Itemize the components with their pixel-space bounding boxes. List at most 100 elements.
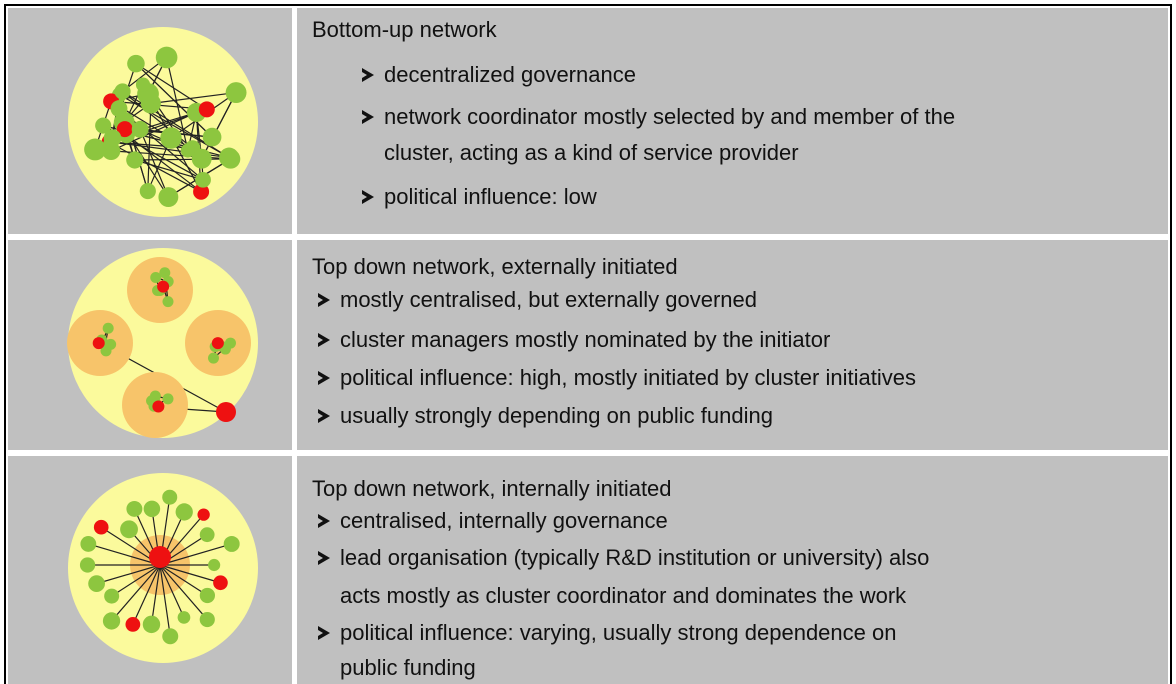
bullet-arrow [362, 68, 374, 82]
green-node [155, 46, 178, 69]
green-node [110, 100, 128, 118]
bullet-arrow [362, 190, 374, 204]
green-node [220, 149, 241, 169]
green-node [199, 587, 215, 604]
link [111, 564, 161, 622]
green-node [207, 352, 219, 364]
green-node [104, 588, 120, 604]
left-border [4, 4, 6, 684]
green-node [79, 557, 96, 573]
bullet-text: usually strongly depending on public fun… [340, 403, 773, 428]
text-cell [297, 240, 1168, 450]
red-node [213, 575, 228, 591]
bullet-arrow [318, 626, 330, 640]
link [135, 63, 213, 138]
bullet-text: mostly centralised, but externally gover… [340, 287, 757, 312]
network-area [68, 248, 258, 438]
bullet-text: political influence: low [384, 184, 597, 209]
green-node [120, 520, 138, 539]
red-node [152, 400, 165, 413]
bullet-arrow [318, 514, 330, 528]
link [139, 129, 169, 198]
green-node [84, 138, 107, 161]
bullet-text: cluster managers mostly nominated by the… [340, 327, 831, 352]
bullet-text: lead organisation (typically R&D institu… [340, 545, 930, 570]
bullet-text: network coordinator mostly selected by a… [384, 104, 956, 129]
green-node [158, 187, 179, 207]
green-node [126, 151, 144, 169]
link [159, 564, 208, 620]
red-node [157, 280, 170, 293]
green-node [159, 267, 171, 279]
link [201, 92, 237, 159]
red-node [116, 121, 133, 138]
green-node [139, 182, 156, 200]
bullet-arrow [318, 409, 330, 423]
bullet-arrow [362, 110, 374, 124]
green-node [102, 612, 121, 630]
green-node [162, 489, 178, 505]
link [159, 564, 171, 637]
link [159, 543, 232, 566]
link [134, 158, 231, 161]
link [132, 564, 161, 625]
green-node [199, 527, 215, 543]
green-node [180, 143, 195, 158]
green-node [162, 628, 179, 645]
row-title: Bottom-up network [312, 17, 497, 42]
green-node [162, 296, 174, 308]
green-node [150, 272, 162, 284]
bullet-text: political influence: varying, usually st… [340, 620, 897, 645]
link [88, 543, 161, 566]
green-node [131, 120, 149, 138]
bullet-arrow [318, 293, 330, 307]
green-node [103, 129, 122, 147]
green-node [126, 500, 143, 517]
green-node [88, 575, 105, 592]
bullet-text: political influence: high, mostly initia… [340, 365, 916, 390]
green-node [127, 54, 145, 73]
text-cell [297, 456, 1168, 684]
link [96, 564, 161, 585]
red-node [193, 183, 210, 200]
green-node [223, 535, 240, 552]
green-node [202, 127, 222, 147]
green-node [225, 82, 247, 104]
network-diagrams [67, 27, 258, 663]
bullet-arrow [318, 333, 330, 347]
link [147, 103, 152, 192]
green-node [102, 322, 114, 334]
green-node [143, 500, 161, 518]
right-border [1170, 4, 1172, 684]
green-node [191, 148, 212, 169]
red-node [149, 546, 171, 568]
green-node [160, 127, 182, 149]
green-node [199, 611, 215, 628]
bullet-text: cluster, acting as a kind of service pro… [384, 140, 799, 165]
link [126, 134, 202, 193]
green-node [162, 393, 174, 405]
red-node [197, 508, 210, 521]
link [110, 142, 202, 193]
link [111, 564, 161, 597]
green-node [195, 171, 211, 188]
bullet-arrow [318, 371, 330, 385]
green-node [114, 83, 131, 100]
link [135, 63, 208, 110]
link [150, 564, 161, 625]
link [159, 564, 185, 618]
text-cell [297, 8, 1168, 234]
green-node [95, 117, 112, 134]
bullet-arrow [318, 551, 330, 565]
red-node [216, 402, 236, 422]
red-node [92, 337, 105, 350]
link [159, 564, 208, 596]
green-node [177, 611, 191, 624]
red-node [198, 101, 215, 118]
green-node [142, 615, 161, 634]
row-title: Top down network, internally initiated [312, 476, 672, 501]
bullet-text: centralised, internally governance [340, 508, 668, 533]
green-node [80, 536, 97, 552]
bullet-text: decentralized governance [384, 62, 636, 87]
